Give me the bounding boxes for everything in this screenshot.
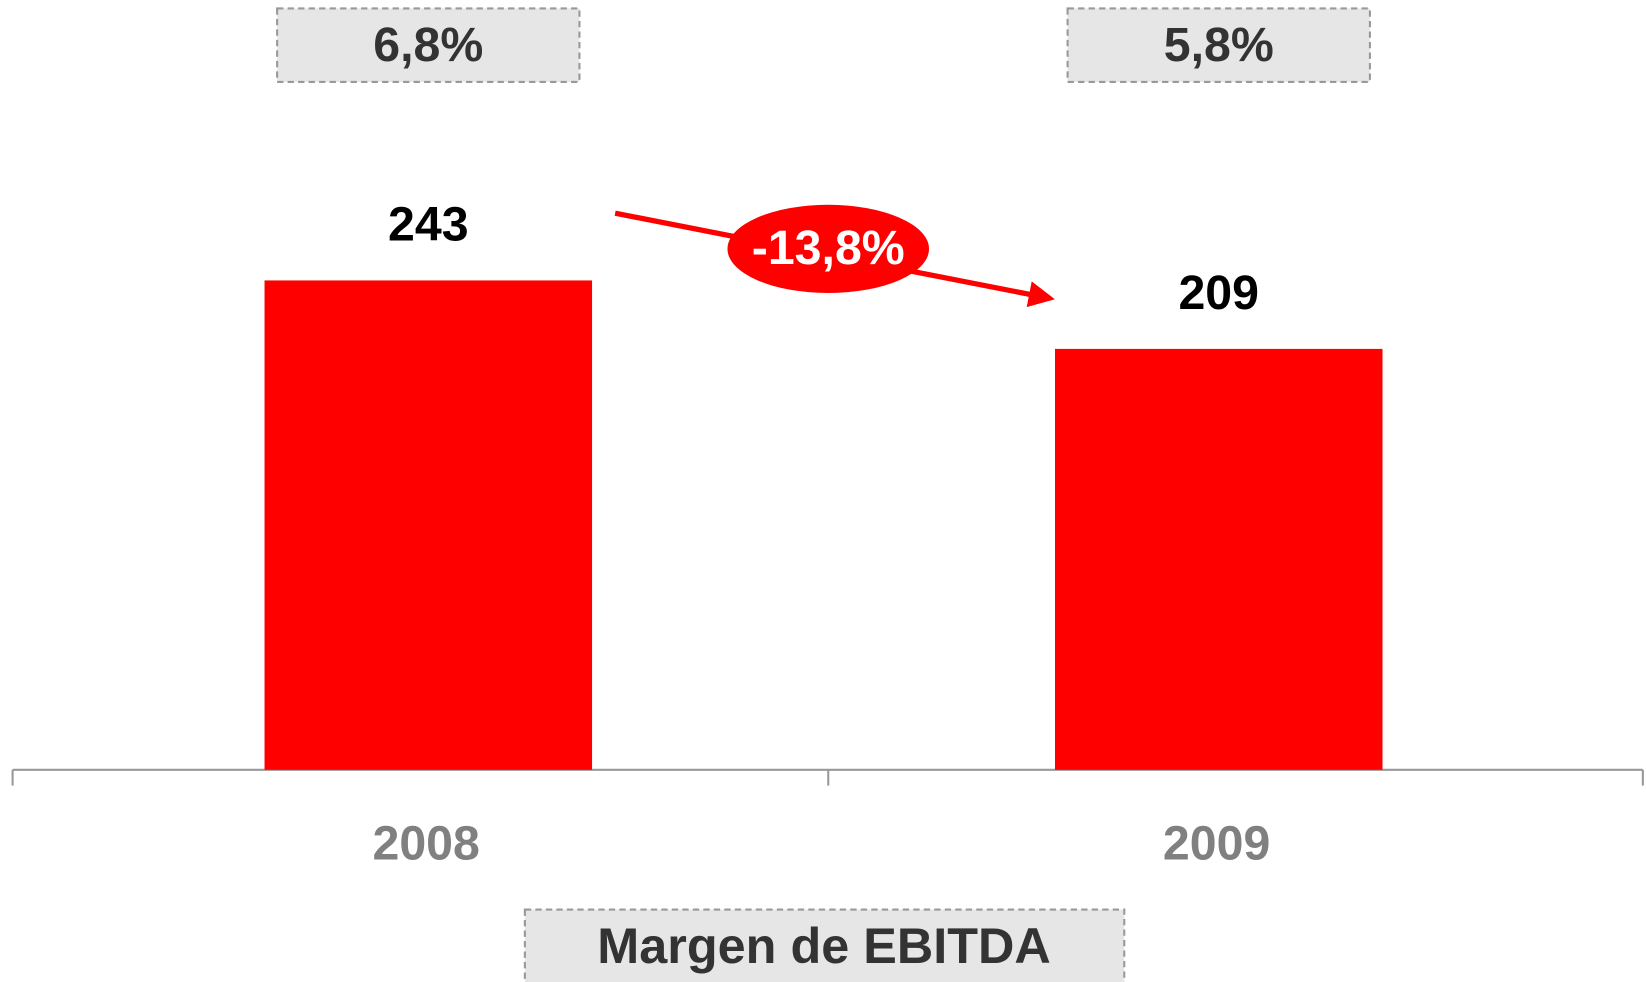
bar [1054, 348, 1383, 770]
value-label: 243 [388, 198, 469, 252]
bar [264, 280, 593, 770]
x-tick-label: 2009 [1163, 816, 1270, 870]
margin-box [1066, 7, 1371, 83]
x-tick-label: 2008 [372, 816, 479, 870]
margin-title-box [523, 908, 1126, 982]
change-badge [727, 204, 930, 294]
margin-title: Margen de EBITDA [597, 917, 1050, 974]
margin-label: 5,8% [1164, 18, 1274, 72]
value-label: 209 [1178, 266, 1259, 320]
margin-label: 6,8% [373, 18, 483, 72]
margin-box [276, 7, 581, 83]
change-label: -13,8% [752, 221, 905, 275]
